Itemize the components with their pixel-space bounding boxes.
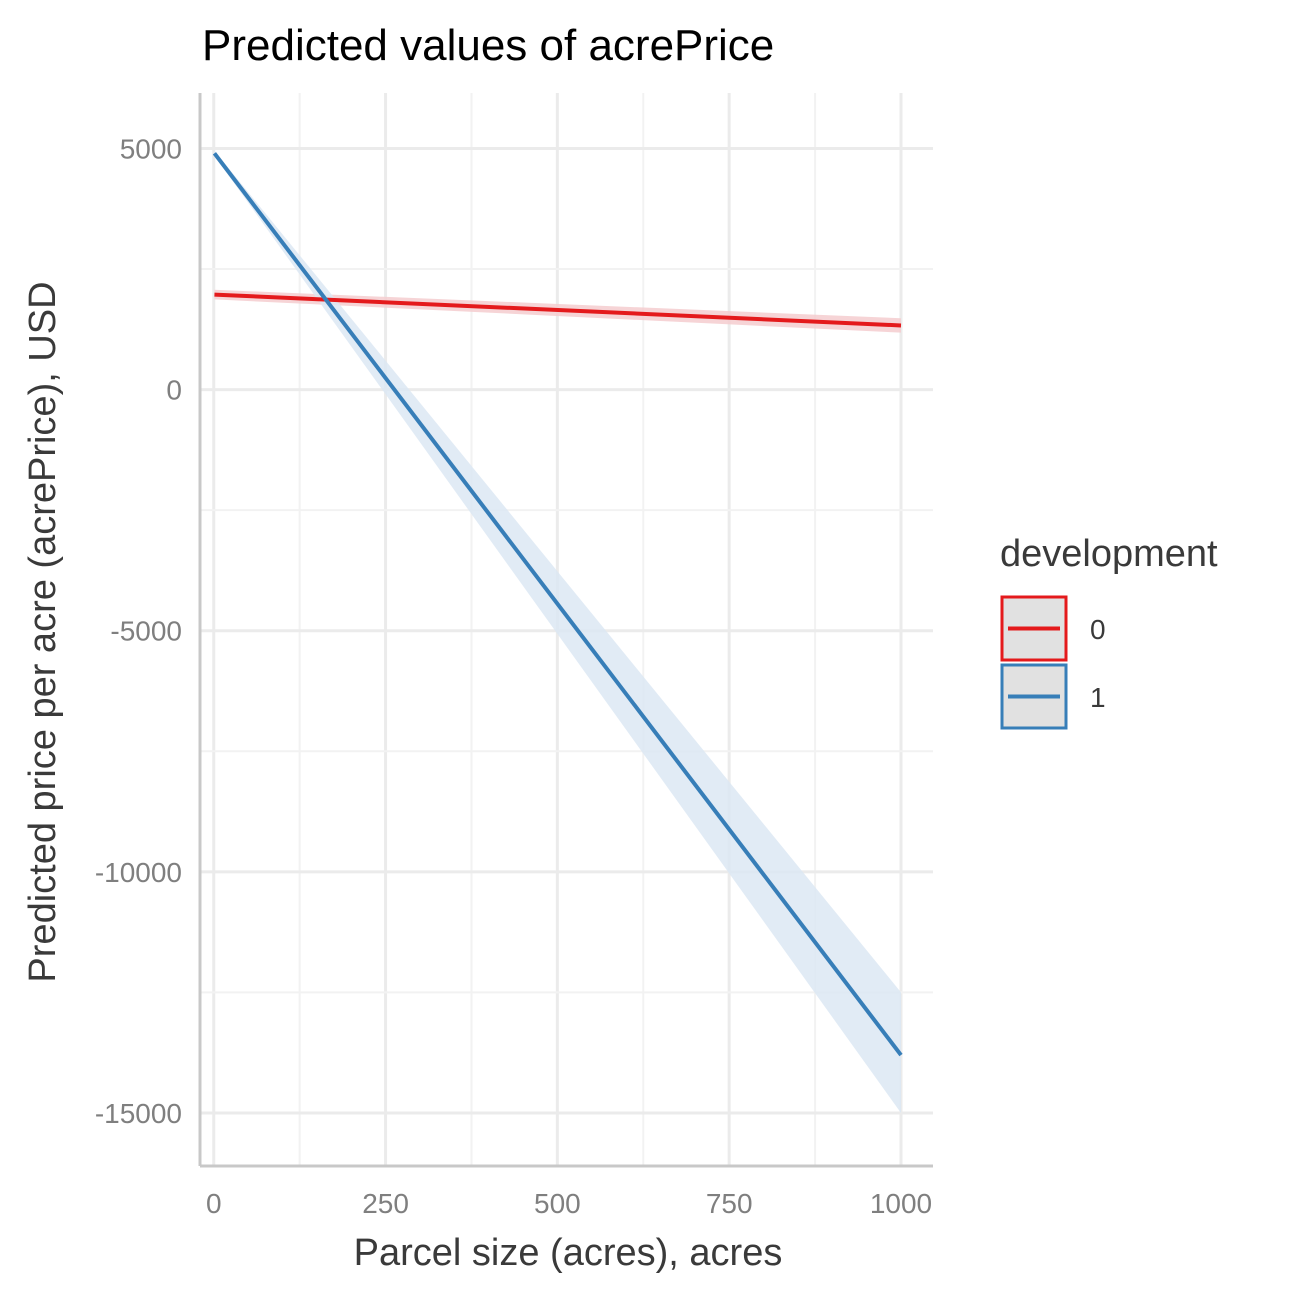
tick-labels: 0 250 500 750 1000 5000 0 -5000 -10000 -15000 — [95, 133, 932, 1219]
series-lines — [212, 152, 903, 1057]
y-tick-label: 5000 — [120, 133, 182, 164]
legend: development 01 — [1000, 533, 1218, 730]
legend-item-1: 1 — [1000, 663, 1106, 730]
x-tick-label: 500 — [534, 1188, 581, 1219]
series-1-line — [212, 152, 903, 1057]
legend-label: 1 — [1090, 682, 1106, 713]
legend-items: 01 — [1000, 595, 1106, 730]
y-tick-label: -5000 — [110, 616, 182, 647]
axes — [198, 93, 933, 1168]
x-tick-label: 0 — [206, 1188, 222, 1219]
series-0-line — [214, 292, 902, 328]
legend-title: development — [1000, 533, 1218, 575]
y-tick-label: -15000 — [95, 1098, 182, 1129]
legend-item-0: 0 — [1000, 595, 1106, 662]
x-tick-label: 250 — [362, 1188, 409, 1219]
y-axis-title: Predicted price per acre (acrePrice), US… — [22, 281, 64, 982]
series-1-ribbon — [214, 150, 901, 1113]
x-tick-label: 1000 — [870, 1188, 932, 1219]
y-tick-label: -10000 — [95, 857, 182, 888]
x-tick-label: 750 — [706, 1188, 753, 1219]
legend-label: 0 — [1090, 614, 1106, 645]
chart-title: Predicted values of acrePrice — [202, 21, 774, 70]
x-axis-title: Parcel size (acres), acres — [354, 1232, 783, 1274]
y-tick-label: 0 — [166, 375, 182, 406]
